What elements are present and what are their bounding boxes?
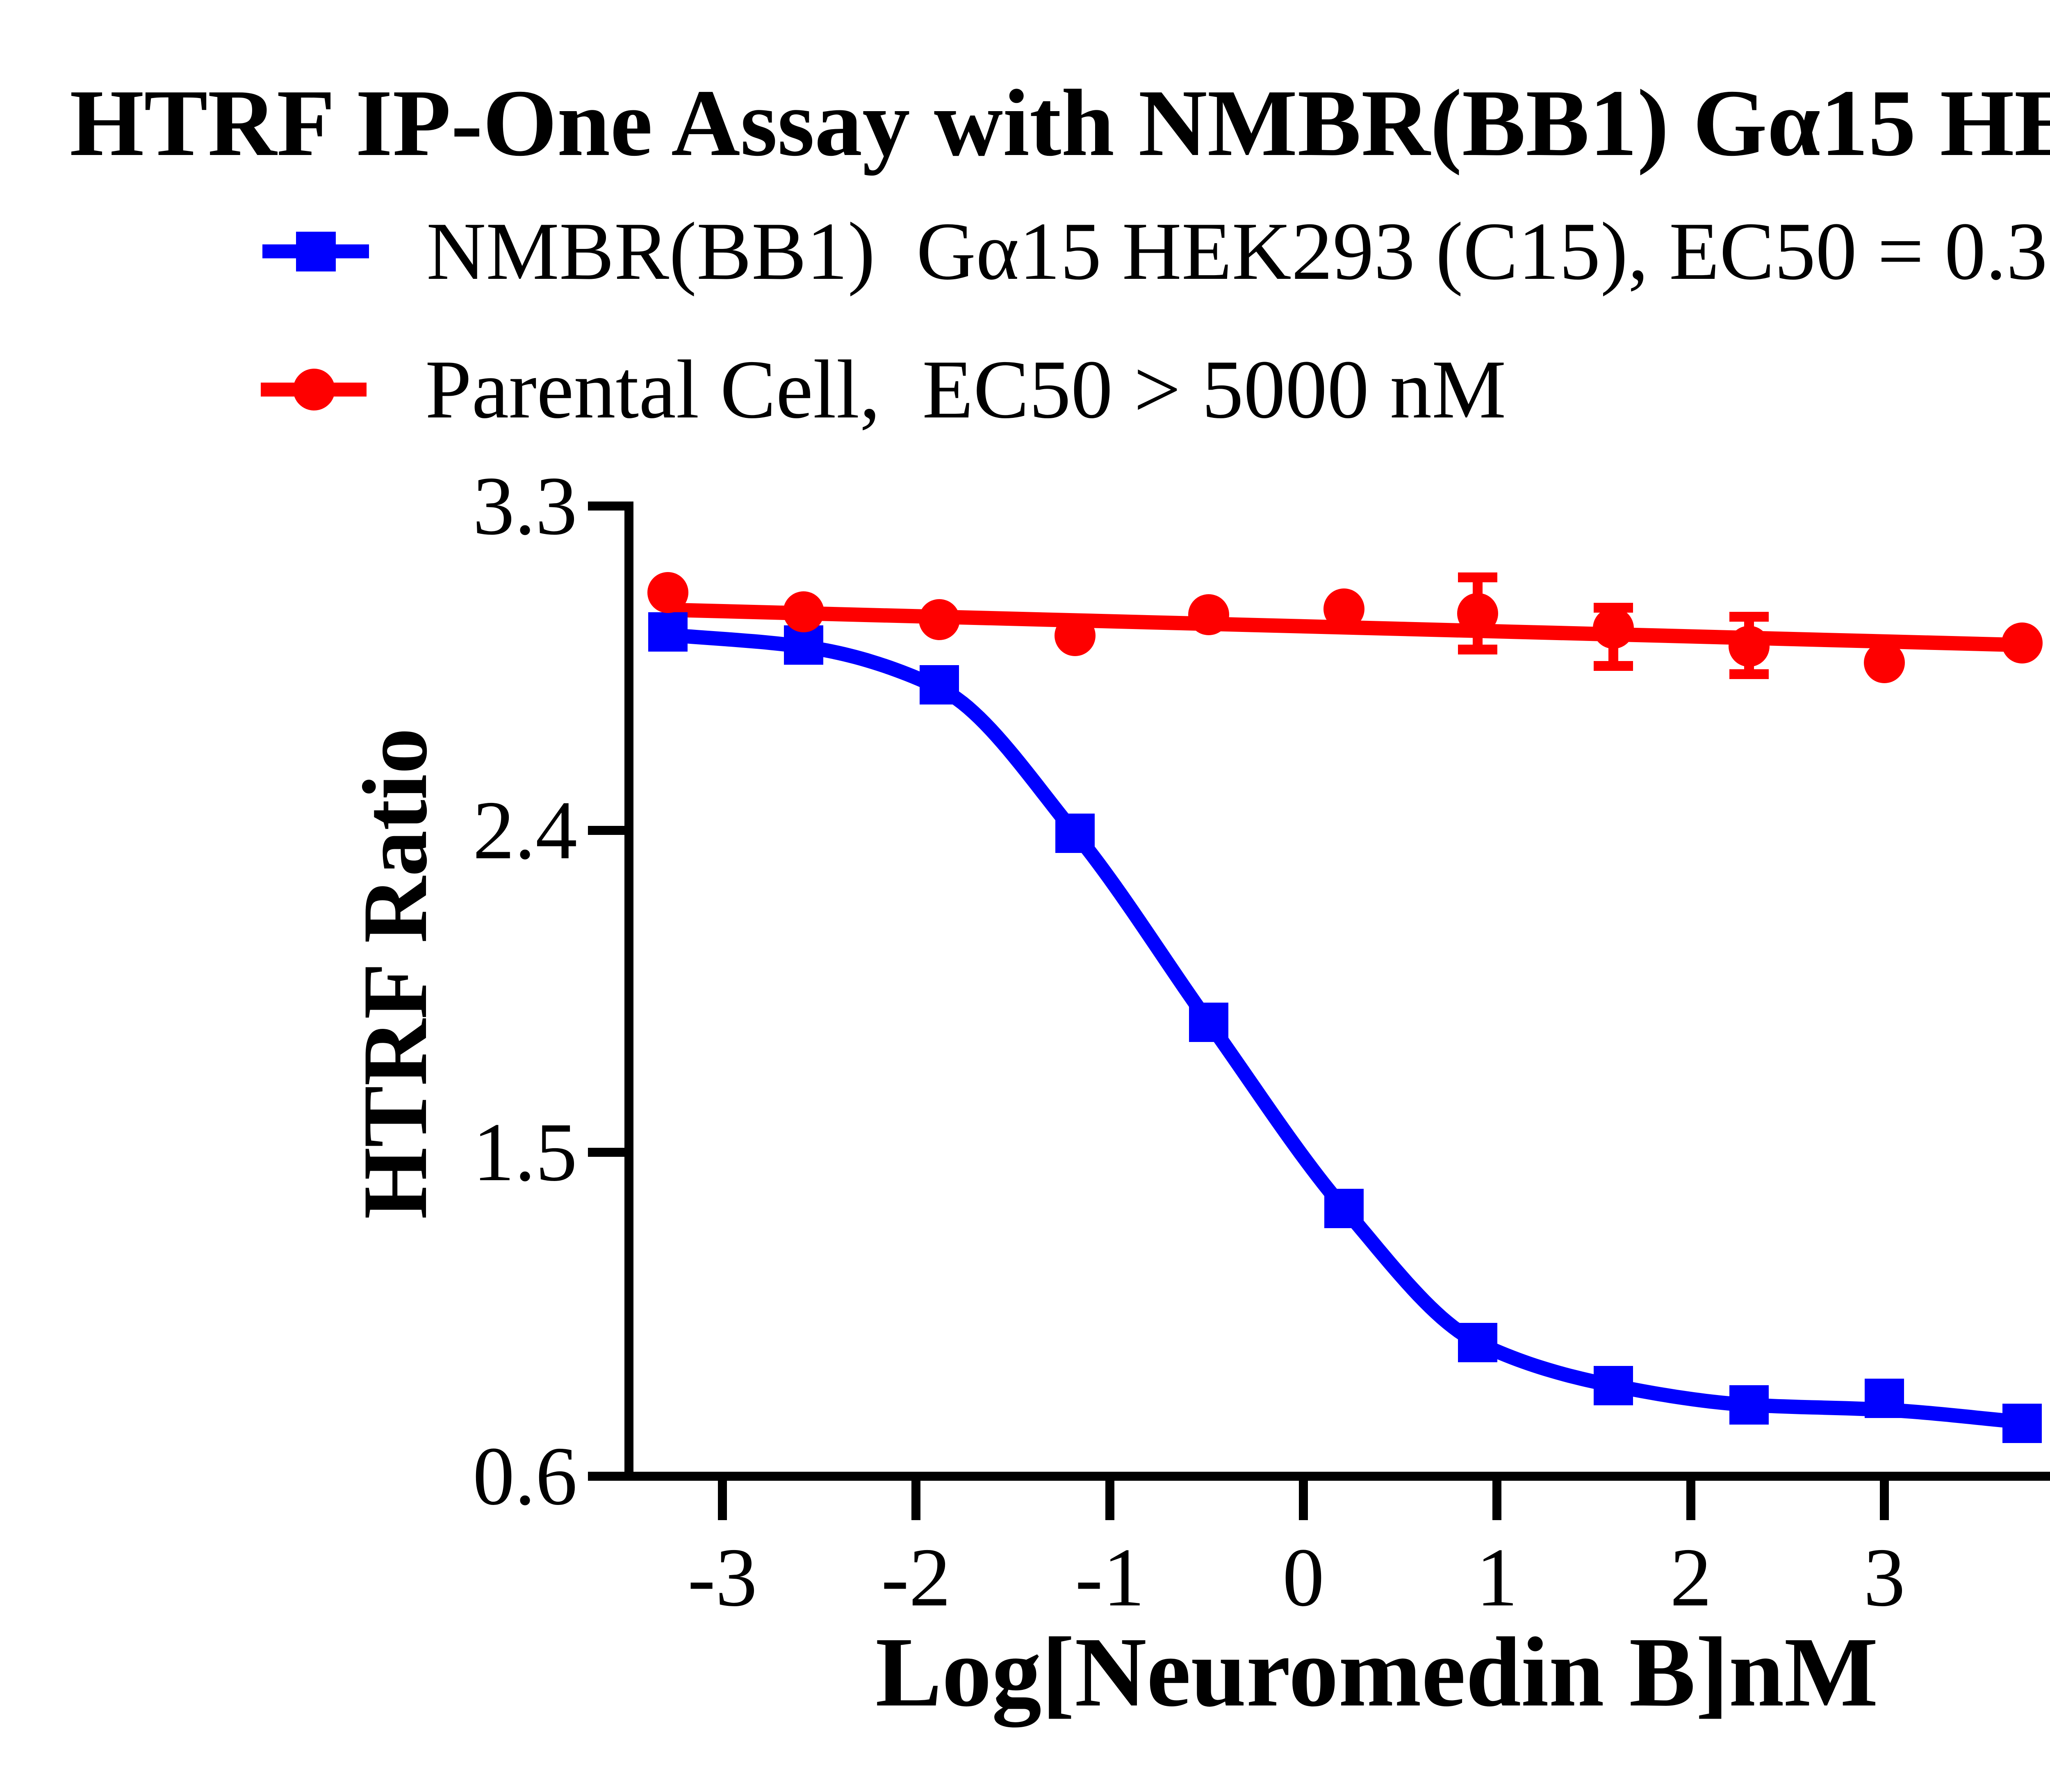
- svg-text:1.5: 1.5: [473, 1106, 577, 1199]
- svg-text:-3: -3: [688, 1531, 757, 1624]
- svg-text:1: 1: [1476, 1531, 1518, 1624]
- svg-text:2: 2: [1670, 1531, 1712, 1624]
- svg-text:3: 3: [1863, 1531, 1905, 1624]
- svg-text:HTRF IP-One Assay with NMBR(BB: HTRF IP-One Assay with NMBR(BB1) Gα15 HE…: [70, 64, 2050, 176]
- svg-text:3.3: 3.3: [473, 460, 577, 552]
- svg-text:0: 0: [1282, 1531, 1324, 1624]
- svg-text:Log[Neuromedin B]nM: Log[Neuromedin B]nM: [875, 1616, 1878, 1728]
- svg-text:Parental Cell, EC50 > 5000 nM: Parental Cell, EC50 > 5000 nM: [425, 343, 1506, 436]
- svg-text:0.6: 0.6: [473, 1430, 577, 1523]
- svg-text:HTRF Ratio: HTRF Ratio: [344, 728, 446, 1219]
- svg-text:-1: -1: [1075, 1531, 1145, 1624]
- svg-text:-2: -2: [881, 1531, 951, 1624]
- svg-text:NMBR(BB1) Gα15 HEK293 (C15),: NMBR(BB1) Gα15 HEK293 (C15), EC50 = 0.33…: [426, 206, 2050, 297]
- svg-text:2.4: 2.4: [473, 784, 577, 877]
